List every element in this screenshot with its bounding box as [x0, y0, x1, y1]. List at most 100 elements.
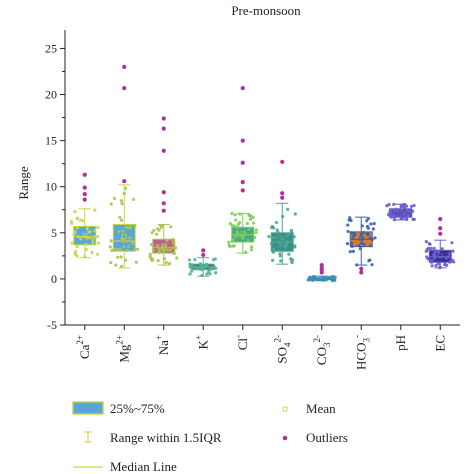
- sample-point: [451, 249, 455, 253]
- sample-point: [450, 241, 454, 245]
- sample-point: [70, 221, 74, 226]
- sample-point: [85, 227, 89, 231]
- sample-point: [173, 246, 178, 250]
- y-axis-label: Range: [16, 166, 31, 199]
- sample-point: [249, 245, 254, 249]
- sample-point: [133, 247, 137, 251]
- outlier-point: [280, 159, 285, 164]
- sample-point: [312, 277, 316, 282]
- x-tick-label: EC: [432, 335, 447, 352]
- box-3: [187, 248, 218, 330]
- sample-point: [164, 260, 168, 265]
- sample-point: [371, 227, 376, 231]
- sample-point: [236, 222, 241, 226]
- sample-point: [235, 225, 240, 229]
- sample-point: [168, 261, 172, 266]
- sample-point: [72, 229, 77, 233]
- outlier-point: [201, 248, 206, 253]
- sample-point: [121, 229, 125, 233]
- x-tick-label: CO32-: [312, 335, 332, 365]
- sample-point: [123, 186, 128, 190]
- sample-point: [193, 258, 197, 262]
- sample-point: [81, 219, 85, 223]
- sample-point: [83, 255, 87, 259]
- sample-point: [211, 258, 216, 262]
- outlier-point: [122, 64, 127, 69]
- sample-point: [165, 248, 169, 252]
- sample-point: [73, 209, 77, 214]
- sample-point: [228, 244, 232, 249]
- box-2: [148, 116, 179, 330]
- sample-point: [214, 266, 218, 270]
- sample-point: [122, 191, 126, 196]
- sample-point: [152, 228, 156, 233]
- sample-point: [124, 258, 128, 262]
- chart-title: Pre-monsoon: [231, 3, 301, 18]
- sample-point: [171, 241, 176, 245]
- sample-point: [188, 262, 192, 266]
- box-0: [69, 172, 101, 330]
- y-tick-label: 0: [51, 272, 57, 286]
- sample-point: [349, 231, 354, 235]
- sample-point: [284, 244, 288, 248]
- sample-point: [118, 247, 122, 252]
- sample-point: [447, 252, 451, 256]
- box-8: [385, 202, 416, 330]
- sample-point: [271, 250, 276, 254]
- sample-point: [91, 237, 95, 242]
- outlier-point: [161, 116, 166, 121]
- sample-point: [271, 236, 275, 240]
- sample-point: [359, 241, 364, 245]
- sample-point: [171, 251, 175, 255]
- sample-point: [249, 214, 253, 218]
- sample-point: [198, 265, 202, 269]
- sample-point: [78, 218, 83, 222]
- sample-point: [438, 265, 442, 269]
- sample-point: [429, 246, 433, 251]
- sample-point: [331, 275, 335, 280]
- sample-point: [292, 235, 296, 239]
- sample-point: [91, 240, 95, 245]
- sample-point: [308, 275, 312, 279]
- sample-point: [270, 225, 274, 230]
- sample-point: [230, 211, 234, 216]
- sample-point: [443, 262, 447, 266]
- sample-point: [346, 229, 350, 234]
- sample-point: [133, 223, 137, 227]
- sample-point: [114, 263, 118, 267]
- sample-point: [405, 217, 409, 222]
- outlier-point: [82, 172, 87, 177]
- sample-point: [109, 261, 113, 265]
- outlier-point: [201, 252, 206, 258]
- box-1: [108, 64, 140, 330]
- sample-point: [430, 264, 434, 268]
- sample-point: [157, 228, 161, 232]
- sample-point: [119, 264, 124, 269]
- x-tick-label: Ca2+: [75, 335, 92, 359]
- sample-point: [434, 263, 438, 268]
- sample-point: [368, 244, 372, 248]
- sample-point: [346, 223, 350, 227]
- outlier-point: [438, 216, 443, 222]
- mean-marker: [200, 264, 206, 269]
- sample-point: [70, 241, 74, 245]
- box-7: [345, 216, 377, 330]
- sample-point: [169, 225, 173, 229]
- sample-point: [234, 235, 238, 239]
- sample-point: [195, 267, 200, 271]
- x-tick-label: K+: [193, 335, 210, 349]
- sample-point: [278, 252, 282, 256]
- sample-point: [187, 258, 192, 262]
- sample-point: [350, 244, 354, 249]
- sample-point: [410, 204, 414, 208]
- sample-point: [76, 235, 80, 239]
- sample-point: [345, 242, 350, 246]
- sample-point: [436, 262, 441, 266]
- x-tick-label: Cl-: [233, 335, 250, 350]
- y-tick-label: 15: [45, 134, 57, 148]
- sample-point: [279, 259, 283, 263]
- sample-point: [405, 208, 409, 213]
- sample-point: [435, 249, 439, 253]
- sample-point: [207, 269, 211, 274]
- sample-point: [75, 244, 79, 249]
